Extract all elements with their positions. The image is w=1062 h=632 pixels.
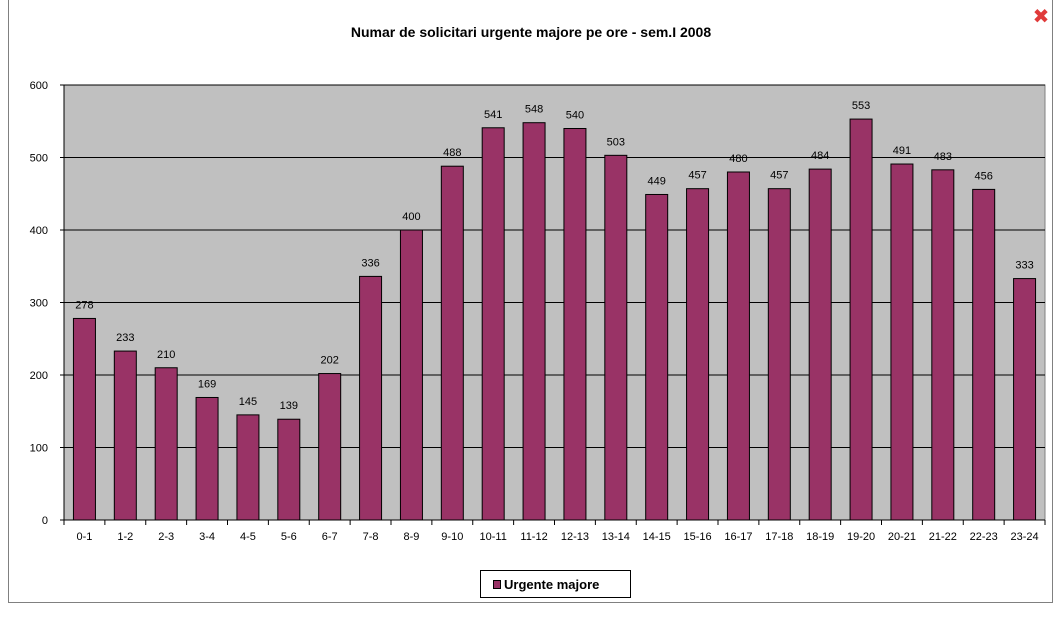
data-label: 278 — [75, 299, 93, 311]
y-tick-label: 400 — [30, 225, 48, 237]
legend-swatch — [493, 579, 501, 589]
x-tick-label: 1-2 — [117, 531, 133, 543]
data-label: 541 — [484, 109, 502, 121]
bar — [359, 275, 383, 521]
bar — [645, 193, 669, 521]
x-tick-label: 19-20 — [847, 531, 875, 543]
data-label: 456 — [975, 170, 993, 182]
data-label: 491 — [893, 145, 911, 157]
bar — [1013, 278, 1037, 521]
x-tick-label: 16-17 — [724, 531, 752, 543]
data-label: 483 — [934, 151, 952, 163]
bar — [481, 127, 505, 521]
data-label: 145 — [239, 396, 257, 408]
bar — [972, 188, 996, 521]
bar — [113, 350, 137, 521]
bar — [399, 229, 423, 521]
bar — [72, 317, 96, 521]
x-tick-label: 2-3 — [158, 531, 174, 543]
data-label: 202 — [321, 355, 339, 367]
x-tick-label: 10-11 — [480, 531, 507, 543]
chart-title: Numar de solicitari urgente majore pe or… — [350, 24, 712, 40]
bar — [440, 165, 464, 521]
bar — [318, 373, 342, 521]
y-tick-label: 600 — [30, 80, 48, 92]
bar — [195, 396, 219, 521]
x-tick-label: 6-7 — [322, 531, 338, 543]
x-tick-label: 4-5 — [240, 531, 256, 543]
chart-legend: Urgente majore — [480, 570, 631, 598]
data-label: 169 — [198, 378, 216, 390]
data-label: 503 — [607, 136, 625, 148]
data-label: 553 — [852, 100, 870, 112]
x-tick-label: 15-16 — [683, 531, 711, 543]
bar — [154, 367, 178, 521]
x-tick-label: 0-1 — [76, 531, 92, 543]
x-tick-label: 7-8 — [363, 531, 379, 543]
y-tick-label: 300 — [30, 298, 48, 310]
x-tick-label: 12-13 — [561, 531, 589, 543]
y-tick-label: 200 — [30, 370, 48, 382]
data-label: 333 — [1015, 260, 1033, 272]
y-tick-label: 500 — [30, 153, 48, 165]
x-tick-label: 18-19 — [806, 531, 834, 543]
y-tick-label: 0 — [42, 515, 48, 527]
bar — [767, 188, 791, 521]
data-label: 540 — [566, 110, 584, 122]
bar — [604, 154, 628, 521]
bar — [726, 171, 750, 521]
x-tick-label: 11-12 — [520, 531, 547, 543]
x-tick-label: 21-22 — [929, 531, 957, 543]
data-label: 449 — [648, 175, 666, 187]
data-label: 457 — [770, 170, 788, 182]
data-label: 400 — [402, 211, 420, 223]
x-tick-label: 5-6 — [281, 531, 297, 543]
y-tick-label: 100 — [30, 443, 48, 455]
legend-label: Urgente majore — [504, 576, 600, 592]
x-tick-label: 17-18 — [765, 531, 793, 543]
data-label: 484 — [811, 150, 829, 162]
data-label: 457 — [688, 170, 706, 182]
bar — [522, 122, 546, 521]
data-label: 210 — [157, 349, 175, 361]
bar — [890, 163, 914, 521]
bar — [563, 128, 587, 521]
x-tick-label: 22-23 — [970, 531, 998, 543]
x-tick-label: 3-4 — [199, 531, 215, 543]
close-icon[interactable]: ✖ — [1032, 6, 1050, 28]
data-label: 139 — [280, 400, 298, 412]
bar — [849, 118, 873, 521]
x-tick-label: 13-14 — [602, 531, 630, 543]
x-tick-label: 9-10 — [441, 531, 463, 543]
x-tick-label: 23-24 — [1010, 531, 1038, 543]
data-label: 548 — [525, 104, 543, 116]
bar — [277, 418, 301, 521]
x-tick-label: 14-15 — [643, 531, 671, 543]
data-label: 233 — [116, 332, 134, 344]
bar — [931, 169, 955, 521]
data-label: 488 — [443, 147, 461, 159]
bar — [236, 414, 260, 521]
data-label: 336 — [361, 257, 379, 269]
data-label: 480 — [729, 153, 747, 165]
x-tick-label: 20-21 — [888, 531, 916, 543]
x-tick-label: 8-9 — [403, 531, 419, 543]
bar — [686, 188, 710, 521]
bar — [808, 168, 832, 521]
